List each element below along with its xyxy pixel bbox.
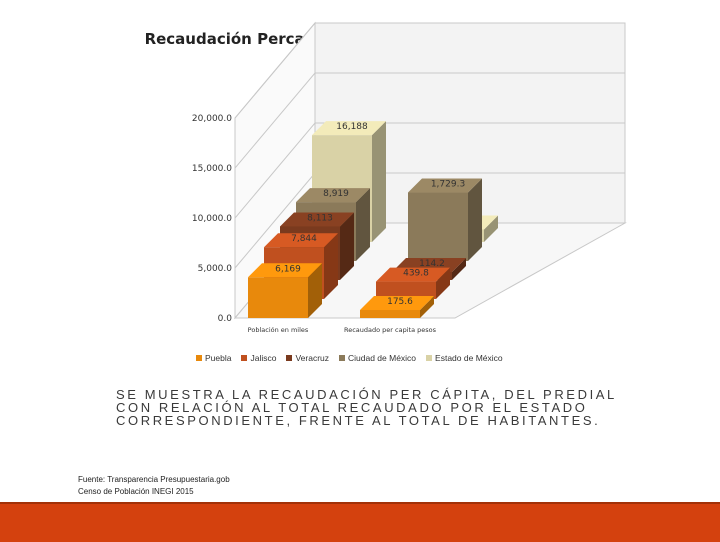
category-label: Recaudado per capita pesos (344, 326, 437, 334)
gridline (234, 22, 625, 119)
bar-1-1-side (436, 267, 450, 299)
data-label: 7,844 (291, 234, 317, 244)
legend-item: Jalisco (241, 353, 276, 363)
legend-item: Puebla (196, 353, 231, 363)
bar-0-4-side (372, 121, 386, 242)
bar-0-2-side (340, 212, 354, 280)
y-tick-label: 20,000.0 (192, 114, 232, 124)
legend-label: Puebla (205, 353, 232, 363)
bar-Ciudad de México-Recaudado per capita pesos (408, 192, 468, 261)
data-label: 439.8 (403, 269, 429, 279)
data-label: 175.6 (387, 297, 413, 307)
bar-0-4-top (312, 121, 386, 136)
data-label: 8,919 (323, 189, 349, 199)
description-line-1: SE MUESTRA LA RECAUDACIÓN PER CÁPITA, DE… (116, 387, 617, 402)
legend-item: Estado de México (426, 353, 503, 363)
y-tick-label: 15,000.0 (192, 164, 232, 174)
legend-swatch (241, 355, 248, 361)
legend-label: Jalisco (250, 353, 277, 363)
bar-0-0-top (248, 263, 322, 278)
bar-1-3-side (468, 178, 482, 261)
bar-0-2-top (280, 212, 354, 227)
bar-Puebla-Población en miles (248, 277, 308, 318)
description-line-3: CORRESPONDIENTE, FRENTE AL TOTAL DE HABI… (116, 413, 601, 428)
bar-0-3-side (356, 188, 370, 261)
source-line-1: Fuente: Transparencia Presupuestaria.gob (78, 475, 230, 484)
legend-swatch (426, 355, 433, 361)
data-label: 114.2 (419, 259, 445, 269)
y-tick-label: 0.0 (218, 314, 233, 324)
chart-legend: Puebla Jalisco Veracruz Ciudad de México Est… (196, 353, 503, 363)
legend-item: Ciudad de México (339, 353, 416, 363)
bar-0-0-side (308, 263, 322, 318)
source-line-2: Censo de Población INEGI 2015 (78, 487, 194, 496)
bar-0-3-top (296, 188, 370, 203)
y-tick-label: 10,000.0 (192, 214, 232, 224)
footer-bar (0, 502, 720, 542)
legend-label: Ciudad de México (348, 353, 417, 363)
chart-plot-area: 0.0 5,000.0 10,000.0 15,000.0 20,000.0 16,188… (192, 21, 627, 334)
bar-0-1-top (264, 233, 338, 248)
legend-swatch (339, 355, 345, 361)
bar-1-3-top (408, 178, 482, 193)
data-label: 16,188 (336, 122, 368, 132)
y-tick-label: 5,000.0 (198, 264, 233, 274)
legend-item: Veracruz (286, 353, 329, 363)
data-label: 6,169 (275, 264, 301, 274)
gridline (234, 72, 625, 169)
bar-Jalisco-Recaudado per capita pesos (376, 281, 436, 299)
legend-swatch (286, 355, 293, 361)
description-line-2: CON RELACIÓN AL TOTAL RECAUDADO POR EL E… (116, 400, 588, 415)
legend-swatch (196, 355, 202, 361)
legend-label: Veracruz (295, 353, 329, 363)
bar-1-0-top (360, 296, 434, 310)
description-text: SE MUESTRA LA RECAUDACIÓN PER CÁPITA, DE… (116, 388, 636, 427)
source-note: Fuente: Transparencia Presupuestaria.gob… (78, 474, 230, 498)
bar-1-0-side (420, 296, 434, 318)
bar-1-2-side (452, 258, 466, 280)
data-label: 8,113 (307, 213, 333, 223)
gridline (234, 122, 625, 219)
bar-0-1-side (324, 233, 338, 299)
data-label: 1,729.3 (431, 180, 465, 190)
bar-1-4-side (484, 215, 498, 242)
legend-label: Estado de México (435, 353, 503, 363)
bar-Puebla-Recaudado per capita pesos (360, 310, 420, 318)
category-label: Población en miles (248, 326, 309, 334)
bar-1-1-top (376, 267, 450, 282)
